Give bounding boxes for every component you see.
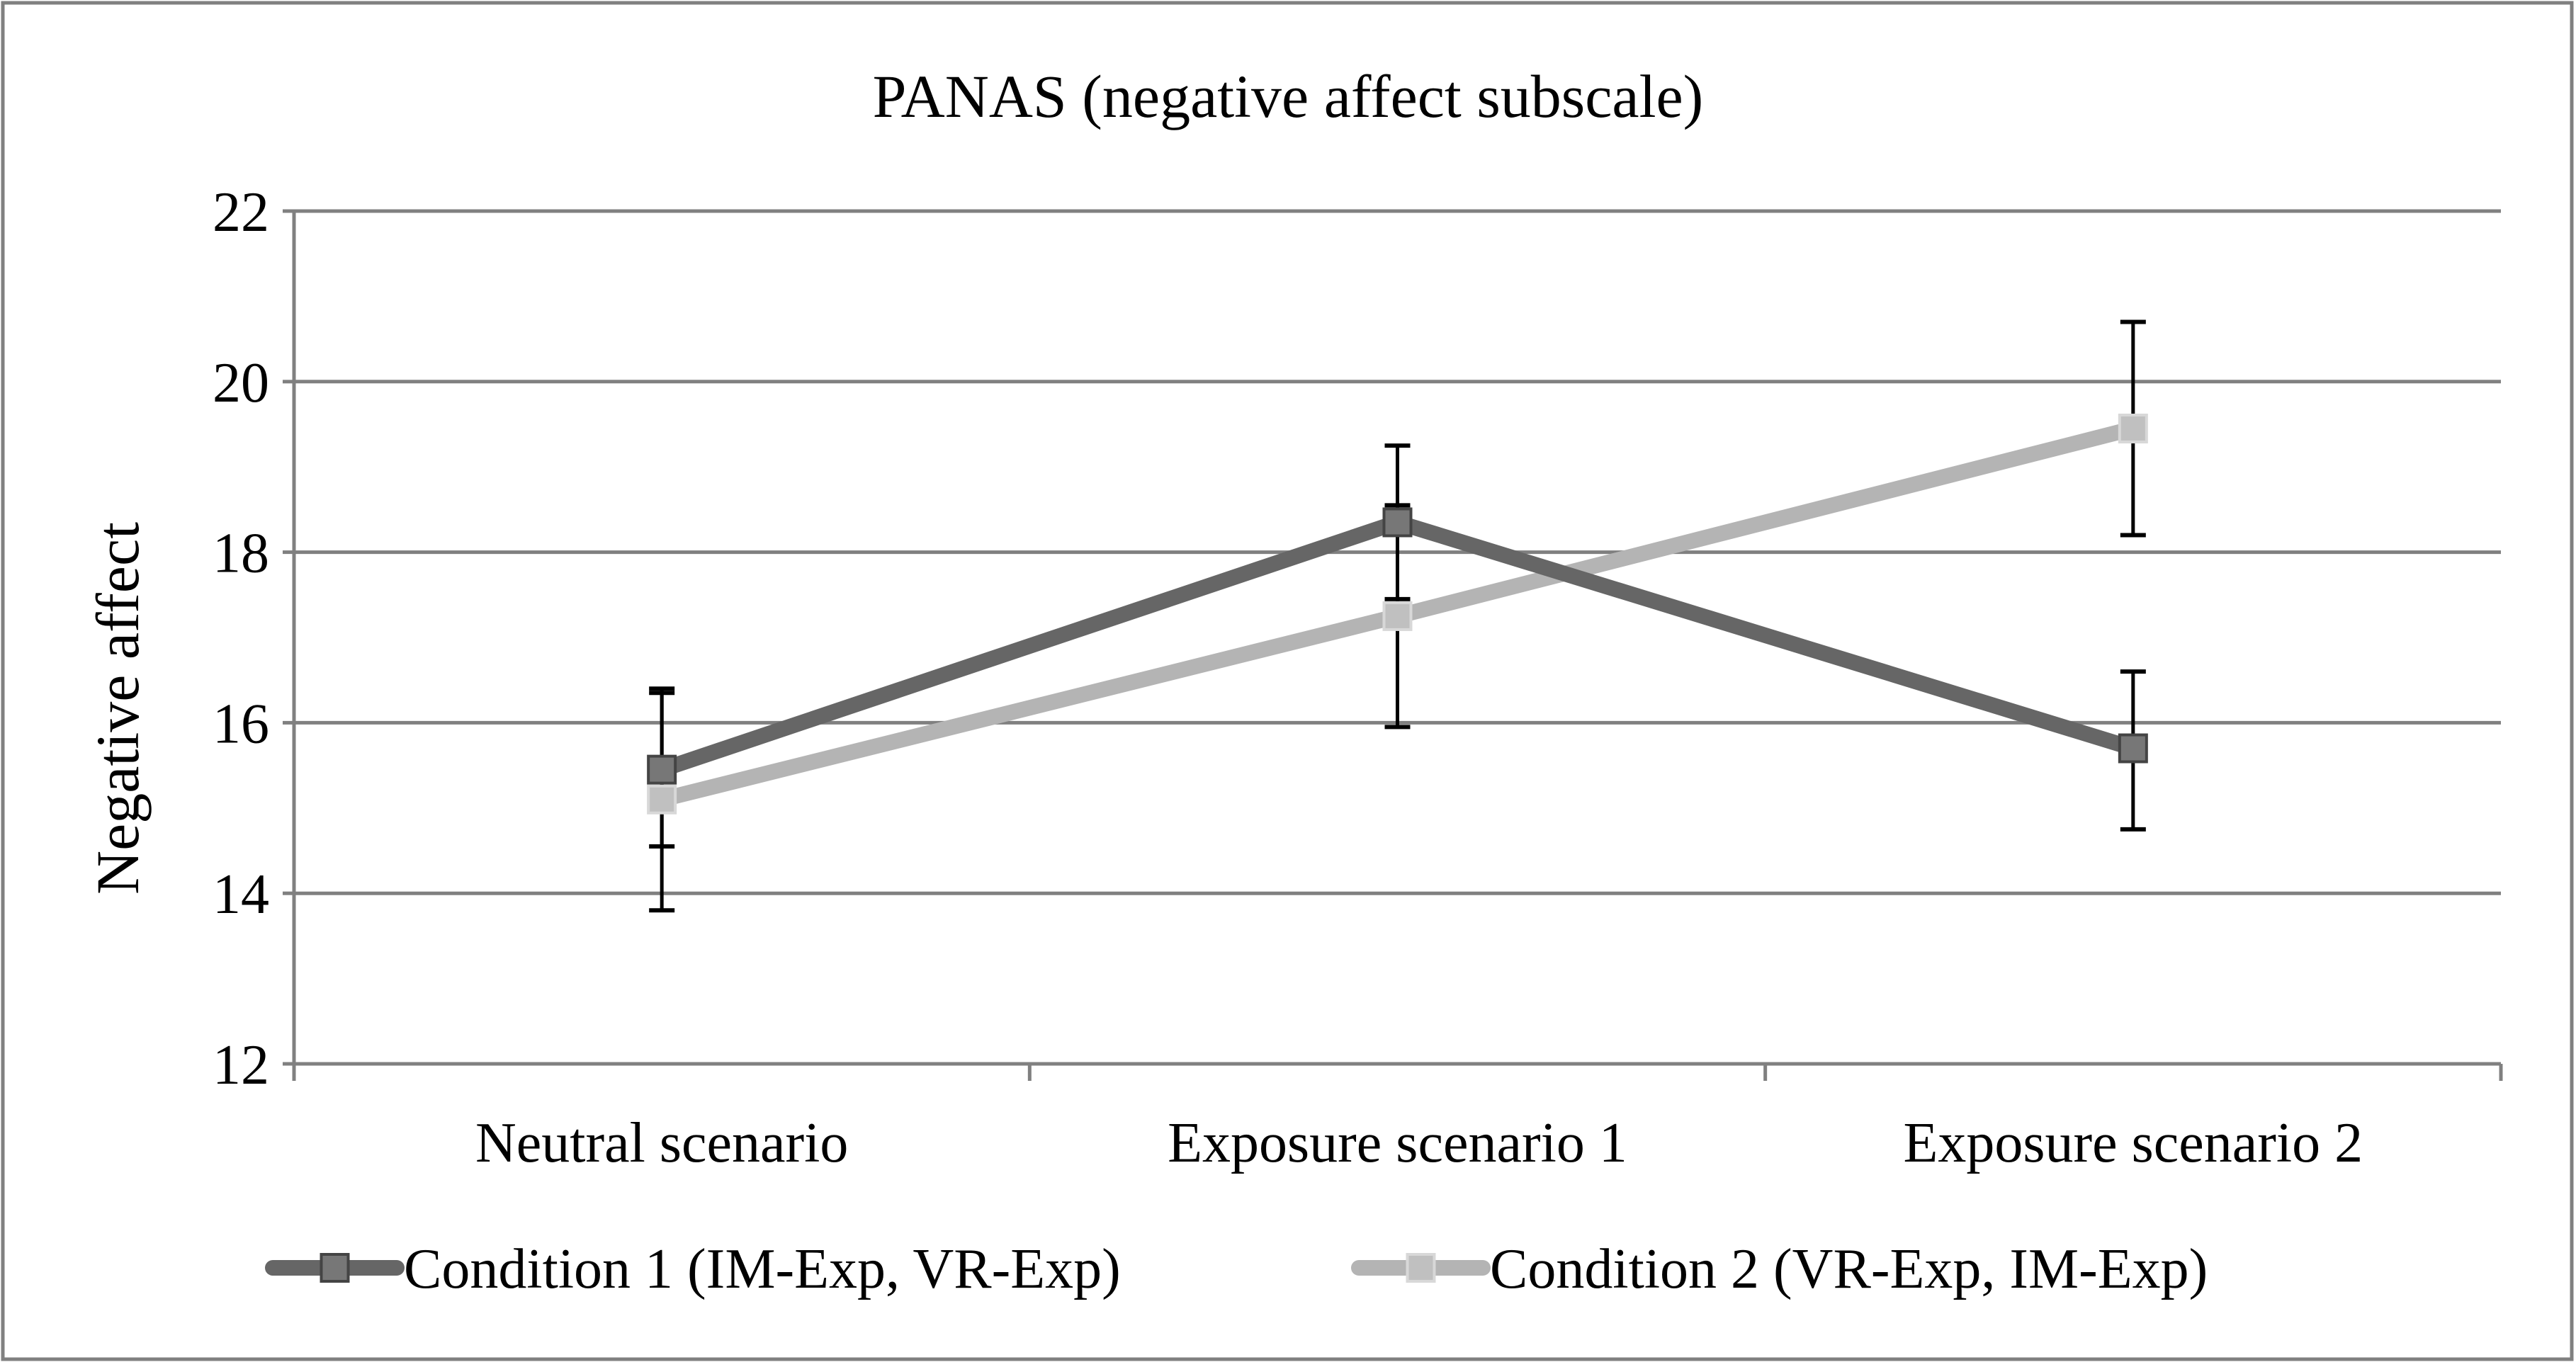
legend-marker-swatch (1406, 1253, 1436, 1283)
x-tick-label: Neutral scenario (475, 1112, 848, 1174)
y-tick-label: 20 (213, 352, 269, 414)
legend-label: Condition 2 (VR-Exp, IM-Exp) (1490, 1238, 2208, 1300)
x-tick-labels: Neutral scenario Exposure scenario 1 Expos… (475, 1112, 2363, 1174)
y-tick-label: 18 (213, 523, 269, 585)
y-tick-label: 22 (213, 181, 269, 244)
y-tick-label: 16 (213, 693, 269, 755)
x-tick-label: Exposure scenario 1 (1168, 1112, 1627, 1174)
legend-marker-swatch (320, 1253, 350, 1283)
series-2-marker (647, 784, 677, 815)
chart-title: PANAS (negative affect subscale) (873, 62, 1704, 130)
axes (283, 209, 2503, 1081)
legend-item-1: Condition 1 (IM-Exp, VR-Exp) (265, 1238, 1121, 1300)
legend: Condition 1 (IM-Exp, VR-Exp) Condition 2 … (265, 1238, 2208, 1300)
y-axis-label: Negative affect (84, 522, 152, 895)
series-layer (647, 319, 2148, 913)
series-1-marker (647, 754, 677, 785)
series-1-marker (2118, 733, 2148, 764)
series-1-marker (1382, 507, 1413, 538)
series-2-marker (2118, 414, 2148, 444)
y-tick-label: 12 (213, 1034, 269, 1096)
legend-item-2: Condition 2 (VR-Exp, IM-Exp) (1351, 1238, 2208, 1300)
y-tick-labels: 12 14 16 18 20 22 (213, 181, 269, 1096)
y-tick-label: 14 (213, 863, 269, 926)
series-2-marker (1382, 601, 1413, 631)
x-tick-label: Exposure scenario 2 (1903, 1112, 2363, 1174)
legend-label: Condition 1 (IM-Exp, VR-Exp) (404, 1238, 1121, 1300)
